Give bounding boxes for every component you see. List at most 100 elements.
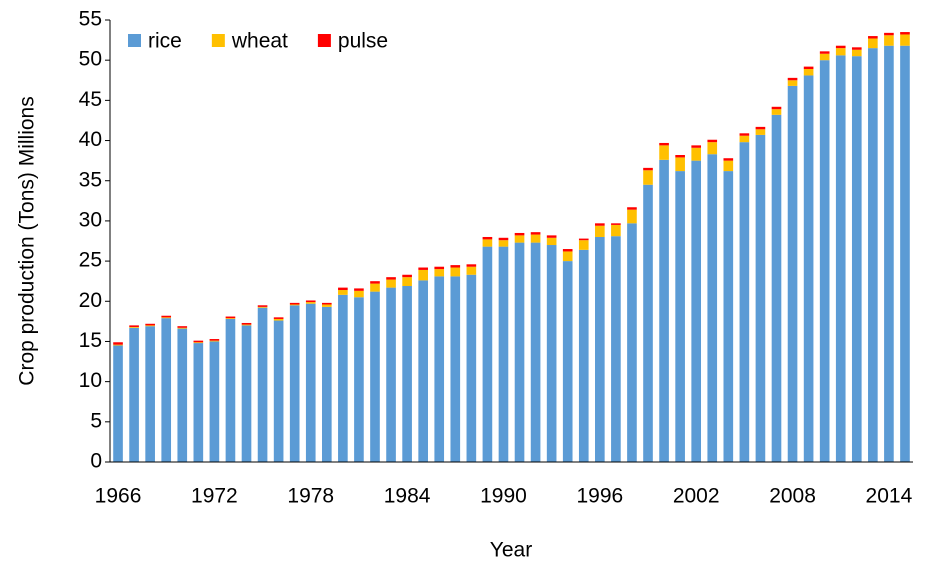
bar [193,342,204,344]
bar [177,326,188,328]
bar [289,305,300,462]
bar [434,266,445,270]
bar [482,236,493,240]
bar [787,85,798,462]
bar [177,327,188,329]
bar [129,326,139,328]
bar [289,304,300,306]
bar [321,306,332,462]
y-tick-label: 20 [79,289,102,312]
x-tick-label: 2014 [866,485,913,508]
bar [209,339,220,341]
bar [900,32,910,35]
bar [578,249,589,462]
bar [723,171,734,463]
bar [370,283,380,292]
y-tick-label: 0 [90,450,102,473]
bar [643,167,653,171]
bar [835,45,846,49]
bar [209,340,220,342]
bar [546,237,557,246]
bar [755,129,766,135]
x-tick-label: 1972 [191,485,238,508]
bar [273,320,284,462]
bar [434,269,445,277]
bar [771,109,782,115]
bar [257,306,268,308]
bar [370,291,380,462]
bar [691,160,702,463]
bar [739,133,750,136]
legend-label: rice [148,30,182,53]
bar [868,36,878,39]
bar [466,274,477,462]
bar [482,246,493,462]
bar [595,225,605,237]
bar [225,316,236,319]
x-tick-label: 2008 [769,485,816,508]
bar [578,238,589,241]
bar [723,158,734,161]
y-axis-label: Crop production (Tons) Millions [16,96,39,385]
y-tick-label: 25 [79,249,102,272]
bar [514,232,525,236]
bar [257,305,268,307]
bar [273,318,284,321]
bar [691,145,702,148]
bar [402,286,412,462]
bar [546,235,557,238]
bar [851,56,862,462]
bar [611,224,621,237]
bar [209,341,220,462]
bar [129,327,139,462]
bar [386,287,396,462]
bar [161,318,172,462]
bar [627,207,637,210]
bar [803,75,814,462]
bar [321,302,332,305]
bar [595,236,605,462]
y-tick-label: 30 [79,208,102,231]
bar [868,48,878,463]
bar [450,267,461,277]
bar [530,232,541,235]
bar [402,274,412,278]
bar [241,322,252,325]
bar [466,264,477,267]
bar [241,325,252,462]
y-tick-label: 5 [90,409,102,432]
bar [514,242,525,462]
bar [803,66,814,70]
bar [354,288,364,291]
bar [305,302,316,304]
bar [145,326,155,462]
bar [129,325,139,327]
x-tick-label: 2002 [673,485,720,508]
bar [627,223,637,462]
bar [386,277,396,280]
bar [145,325,155,327]
legend-label: pulse [338,30,388,53]
bar [675,155,685,158]
bar [707,139,718,143]
bar [113,344,123,346]
y-tick-label: 35 [79,168,102,191]
bar [177,328,188,462]
bar [225,318,236,462]
bar [482,239,493,247]
bar [193,343,204,462]
bar [145,323,155,326]
bar [289,302,300,305]
bar [643,170,653,185]
bar [739,142,750,463]
bar [113,345,123,462]
bar [402,277,412,287]
bar [851,49,862,57]
bar [514,235,525,243]
bar [113,342,123,345]
bar [787,77,798,81]
bar [900,34,910,46]
bar [530,234,541,243]
bar [562,261,573,462]
bar [835,55,846,463]
